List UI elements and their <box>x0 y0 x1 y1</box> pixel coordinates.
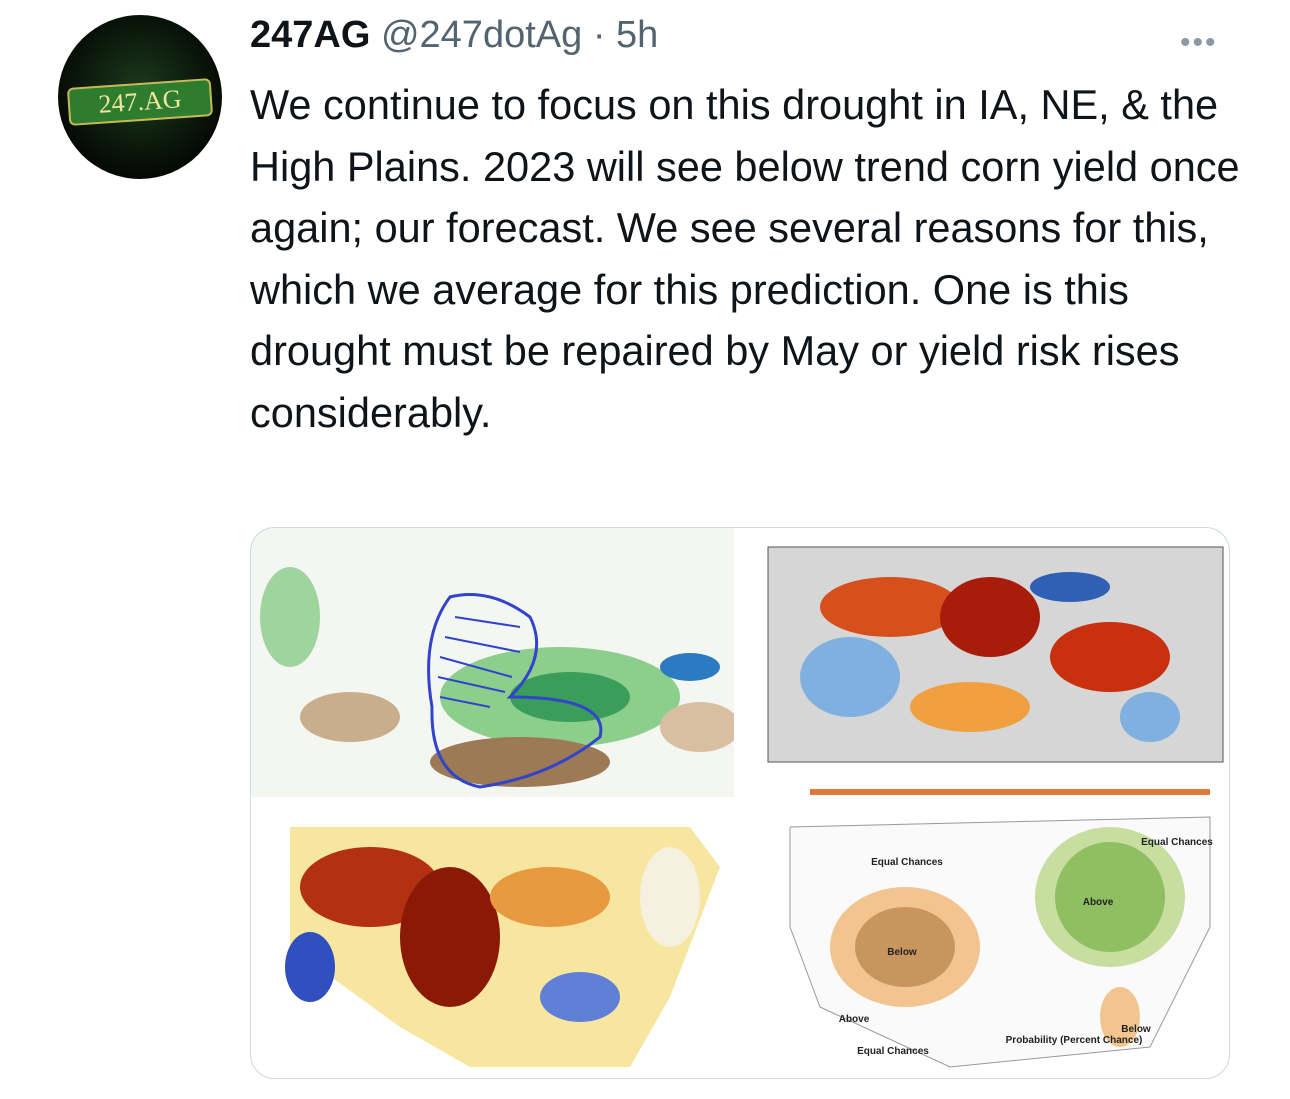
map-label: Above <box>1083 897 1114 908</box>
author-handle[interactable]: @247dotAg <box>380 14 583 56</box>
outlook-map: Equal Chances Below Above Equal Chances Abov… <box>738 801 1230 1079</box>
map-label: Equal Chances <box>857 1046 929 1057</box>
map-label: Probability (Percent Chance) <box>1006 1035 1143 1046</box>
precip-percentile-map <box>250 801 734 1079</box>
media-grid[interactable]: Equal Chances Below Above Equal Chances Abov… <box>250 527 1230 1079</box>
tweet-header: 247AG @247dotAg · 5h <box>250 14 658 57</box>
avatar[interactable]: 247.AG <box>58 15 222 179</box>
avatar-text: 247.AG <box>66 78 214 126</box>
soil-moisture-map <box>738 527 1230 797</box>
map-label: Above <box>839 1014 870 1025</box>
precip-map <box>250 527 740 797</box>
separator: · <box>592 14 606 56</box>
author-name[interactable]: 247AG <box>250 14 371 56</box>
map-label: Below <box>1121 1024 1151 1035</box>
map-label: Equal Chances <box>871 857 943 868</box>
tweet-text: We continue to focus on this drought in … <box>250 81 1240 436</box>
map-label: Equal Chances <box>1141 837 1213 848</box>
map-label: Below <box>887 947 917 958</box>
timestamp[interactable]: 5h <box>616 14 659 56</box>
more-button[interactable]: ••• <box>1180 26 1218 59</box>
